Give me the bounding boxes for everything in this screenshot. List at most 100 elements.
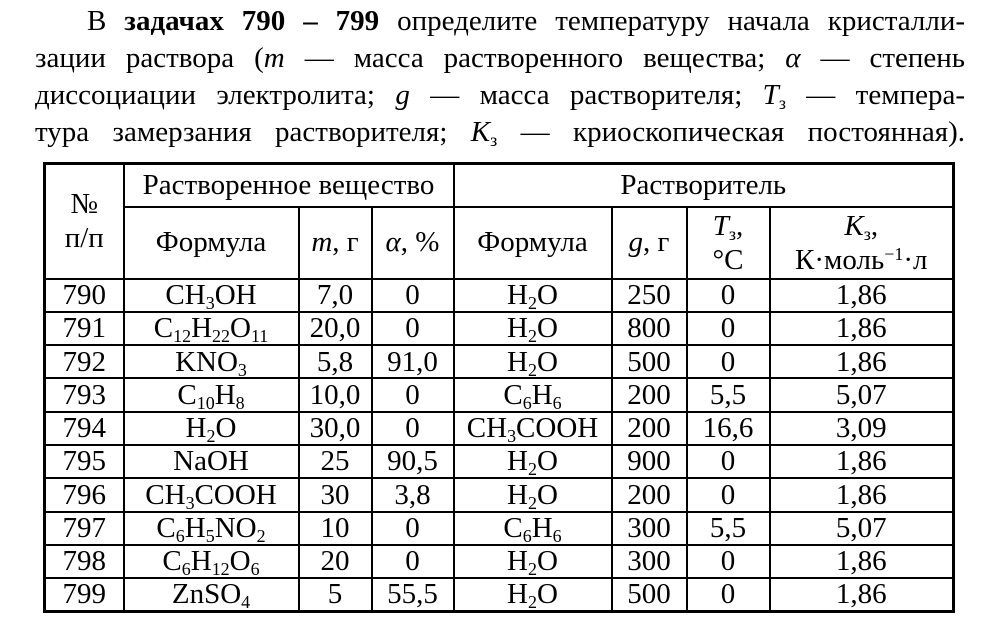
var-k-cryo: K	[844, 209, 864, 242]
cell-solute-formula: C10H8	[122, 377, 300, 413]
cell-solute-mass: 10	[297, 510, 373, 546]
header-cryoscopic-constant: Kз, К·моль−1·л	[768, 205, 955, 280]
var-alpha: α	[385, 226, 401, 259]
var-k-line: Kз,	[772, 209, 952, 243]
cell-solvent-mass: 800	[610, 310, 688, 347]
unit-label: К·моль	[795, 243, 885, 276]
var-g: g	[395, 79, 410, 111]
cell-cryoscopic-constant: 1,86	[768, 477, 955, 513]
table-row: 795 NaOH 25 90,5 H2O 900 0 1,86	[43, 443, 955, 480]
problems-table: № п/п Растворенное вещество Растворитель …	[43, 162, 955, 613]
var-t-line: Tз,	[689, 209, 768, 243]
numero-sign: №	[70, 188, 99, 221]
cell-dissociation-degree: 0	[370, 510, 455, 546]
cell-problem-number: 799	[43, 577, 125, 613]
cell-dissociation-degree: 3,8	[370, 477, 455, 513]
cell-solute-formula: ZnSO4	[122, 577, 300, 613]
cell-cryoscopic-constant: 1,86	[768, 543, 955, 580]
var-k-subscript: з	[490, 130, 498, 151]
cell-solvent-formula: H2O	[452, 543, 613, 580]
cell-problem-number: 792	[43, 344, 125, 380]
intro-text: В	[87, 5, 125, 37]
cell-freezing-temp: 16,6	[685, 410, 771, 446]
cell-solvent-mass: 200	[610, 377, 688, 413]
table-body: 790 CH3OH 7,0 0 H2O 250 0 1,86 791 C12H2…	[43, 277, 955, 613]
header-freezing-temp: Tз, °C	[685, 205, 771, 280]
table-row: 797 C6H5NO2 10 0 C6H6 300 5,5 5,07	[43, 510, 955, 546]
cell-dissociation-degree: 91,0	[370, 344, 455, 380]
header-solute-formula: Формула	[122, 205, 300, 280]
cell-dissociation-degree: 0	[370, 277, 455, 313]
cell-freezing-temp: 0	[685, 443, 771, 480]
cell-solute-formula: KNO3	[122, 344, 300, 380]
var-k-cryo: K	[470, 116, 491, 148]
cell-solvent-formula: H2O	[452, 310, 613, 347]
cell-dissociation-degree: 0	[370, 310, 455, 347]
cell-freezing-temp: 0	[685, 477, 771, 513]
intro-line-3: диссоциации электролита; g — масса раств…	[35, 77, 965, 114]
header-group-row: № п/п Растворенное вещество Растворитель	[43, 162, 955, 280]
unit-exponent: −1	[884, 244, 904, 265]
cell-solvent-mass: 500	[610, 577, 688, 613]
cell-solvent-formula: H2O	[452, 577, 613, 613]
intro-text: — масса растворенного вещества;	[284, 42, 786, 74]
var-alpha: α	[785, 42, 801, 74]
cell-cryoscopic-constant: 1,86	[768, 577, 955, 613]
cell-freezing-temp: 0	[685, 543, 771, 580]
unit-label: , г	[332, 226, 359, 259]
table-row: 796 CH3COOH 30 3,8 H2O 200 0 1,86	[43, 477, 955, 513]
cell-problem-number: 795	[43, 443, 125, 480]
cell-solvent-formula: H2O	[452, 277, 613, 313]
cell-problem-number: 790	[43, 277, 125, 313]
intro-line-4: тура замерзания растворителя; Kз — криос…	[35, 114, 965, 151]
header-columns-row: Формула m, г α, % Формула g, г Tз, °C Kз,…	[45, 205, 955, 280]
var-t-subscript: з	[778, 93, 786, 114]
table-row: 794 H2O 30,0 0 CH3COOH 200 16,6 3,09	[43, 410, 955, 446]
cell-solute-formula: C6H5NO2	[122, 510, 300, 546]
table-row: 791 C12H22O11 20,0 0 H2O 800 0 1,86	[43, 310, 955, 347]
intro-text: — масса растворителя;	[409, 79, 763, 111]
header-solvent-mass: g, г	[610, 205, 688, 280]
cell-dissociation-degree: 55,5	[370, 577, 455, 613]
header-group-solute: Растворенное вещество	[122, 162, 455, 208]
cell-dissociation-degree: 0	[370, 377, 455, 413]
cell-problem-number: 797	[43, 510, 125, 546]
cell-solute-mass: 30	[297, 477, 373, 513]
header-solvent-formula: Формула	[452, 205, 613, 280]
cell-freezing-temp: 5,5	[685, 510, 771, 546]
numero-pp: п/п	[64, 222, 104, 255]
comma: ,	[736, 209, 744, 242]
cell-solvent-mass: 200	[610, 410, 688, 446]
table-row: 798 C6H12O6 20 0 H2O 300 0 1,86	[43, 543, 955, 580]
intro-text: — криоскопическая постоянная).	[497, 116, 965, 148]
cell-dissociation-degree: 0	[370, 543, 455, 580]
cell-cryoscopic-constant: 1,86	[768, 344, 955, 380]
var-t-freeze: T	[712, 209, 729, 242]
header-problem-number: № п/п	[43, 162, 125, 280]
intro-text: зации раствора (	[35, 42, 264, 74]
cell-cryoscopic-constant: 1,86	[768, 443, 955, 480]
cell-cryoscopic-constant: 1,86	[768, 277, 955, 313]
cell-problem-number: 796	[43, 477, 125, 513]
unit-label: , %	[400, 226, 440, 259]
cell-solute-mass: 7,0	[297, 277, 373, 313]
cell-cryoscopic-constant: 1,86	[768, 310, 955, 347]
cell-solvent-formula: H2O	[452, 344, 613, 380]
cell-solute-mass: 30,0	[297, 410, 373, 446]
cell-solvent-formula: CH3COOH	[452, 410, 613, 446]
cell-solute-mass: 5	[297, 577, 373, 613]
intro-line-1: В задачах 790 – 799 определите температу…	[35, 3, 965, 40]
cell-freezing-temp: 0	[685, 577, 771, 613]
cell-dissociation-degree: 0	[370, 410, 455, 446]
header-group-solvent: Растворитель	[452, 162, 955, 208]
cell-solvent-mass: 300	[610, 543, 688, 580]
intro-text: определите температуру начала кристалли-	[379, 5, 965, 37]
cell-solvent-mass: 300	[610, 510, 688, 546]
table-row: 792 KNO3 5,8 91,0 H2O 500 0 1,86	[43, 344, 955, 380]
cell-cryoscopic-constant: 5,07	[768, 377, 955, 413]
cell-solute-mass: 5,8	[297, 344, 373, 380]
var-t-freeze: T	[762, 79, 779, 111]
cell-solvent-formula: C6H6	[452, 510, 613, 546]
degree-celsius-unit: °C	[712, 243, 744, 276]
table-row: 793 C10H8 10,0 0 C6H6 200 5,5 5,07	[43, 377, 955, 413]
